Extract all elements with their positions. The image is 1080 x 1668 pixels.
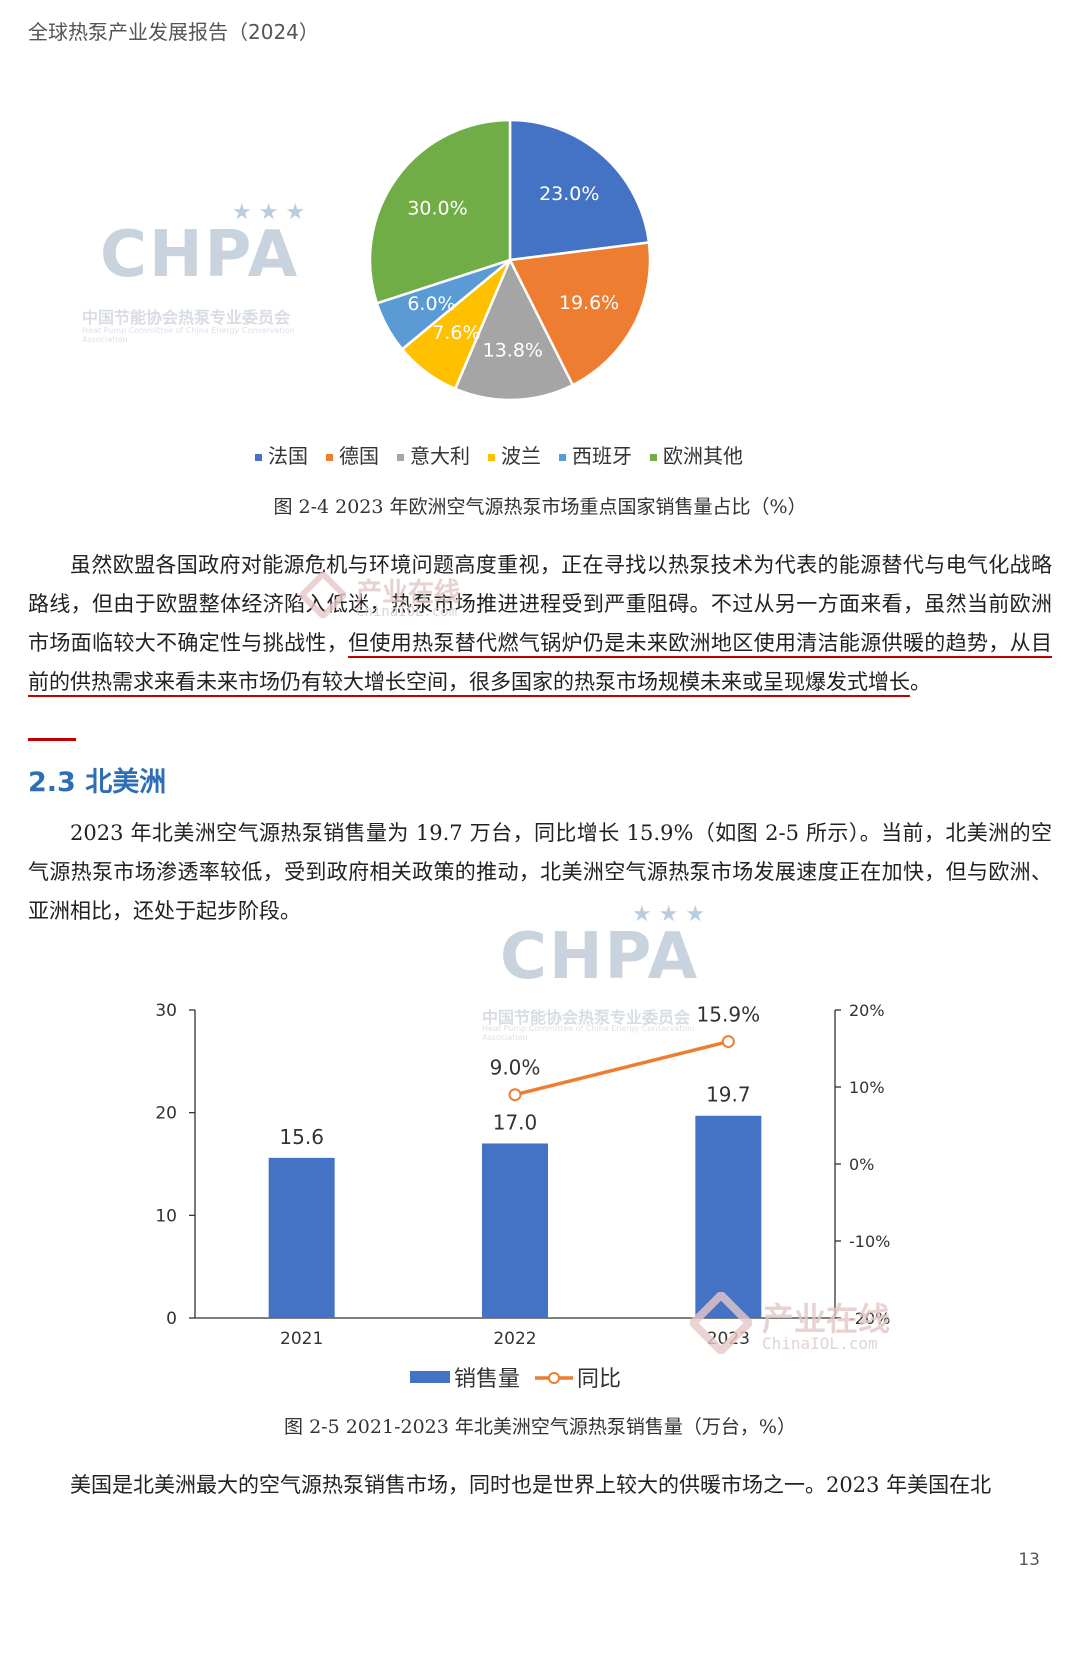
right-axis-tick-label: -10% <box>849 1232 890 1251</box>
legend-label: 意大利 <box>410 444 470 468</box>
chpa-cn-text: 中国节能协会热泵专业委员会 <box>482 1008 691 1027</box>
right-axis-tick-label: 10% <box>849 1078 885 1097</box>
legend-label: 法国 <box>268 444 308 468</box>
yoy-line <box>514 1039 729 1097</box>
legend-swatch <box>559 454 566 461</box>
pie-data-label: 30.0% <box>407 197 467 219</box>
legend-item: 德国 <box>326 444 379 468</box>
pie-slice-1 <box>508 241 652 387</box>
chinaiol-watermark-bottom: 产业在线 ChinaIOL.com <box>690 1292 950 1362</box>
pie-slice-0 <box>508 118 651 262</box>
x-axis-tick-label: 2022 <box>493 1329 536 1349</box>
bar-2021 <box>268 1157 335 1318</box>
chpa-logo-text: CHPA <box>500 920 700 994</box>
paragraph-text: 美国是北美洲最大的空气源热泵销售市场，同时也是世界上较大的供暖市场之一。2023… <box>70 1473 992 1497</box>
legend-swatch <box>397 454 404 461</box>
section-heading: 2.3 北美洲 <box>28 767 167 798</box>
legend-item: 欧洲其他 <box>650 444 743 468</box>
bar-data-label: 17.0 <box>493 1110 538 1134</box>
legend-swatch-bar <box>410 1371 450 1383</box>
pie-slice-2 <box>453 257 575 402</box>
section-accent-bar <box>28 738 76 741</box>
legend-swatch <box>488 454 495 461</box>
pie-slice-5 <box>368 118 512 305</box>
left-axis-tick-label: 10 <box>155 1206 177 1226</box>
paragraph-end: 。 <box>910 670 931 694</box>
paragraph-north-america: 2023 年北美洲空气源热泵销售量为 19.7 万台，同比增长 15.9%（如图… <box>28 814 1052 931</box>
legend-item: 法国 <box>255 444 308 468</box>
running-header: 全球热泵产业发展报告（2024） <box>28 20 319 44</box>
legend-item: 意大利 <box>397 444 470 468</box>
legend-label: 同比 <box>577 1367 621 1392</box>
pie-figure-caption: 图 2-4 2023 年欧洲空气源热泵市场重点国家销售量占比（%） <box>273 496 807 518</box>
bar-data-label: 19.7 <box>706 1083 751 1107</box>
chpa-cn-text: 中国节能协会热泵专业委员会 <box>82 308 291 327</box>
legend-label: 西班牙 <box>572 444 632 468</box>
chpa-watermark-bottom: ★ ★ ★ CHPA 中国节能协会热泵专业委员会 Heat Pump Commi… <box>482 902 742 1042</box>
legend-item: 波兰 <box>488 444 541 468</box>
pie-chart: 23.0% 19.6% 13.8%7.6% 6.0% 30.0% <box>368 118 652 402</box>
legend-swatch <box>326 454 333 461</box>
legend-label: 德国 <box>339 444 379 468</box>
chpa-logo-text: CHPA <box>100 218 300 292</box>
paragraph-usa: 美国是北美洲最大的空气源热泵销售市场，同时也是世界上较大的供暖市场之一。2023… <box>28 1466 1052 1505</box>
left-axis-tick-label: 0 <box>166 1309 177 1329</box>
chpa-watermark-top: ★ ★ ★ CHPA 中国节能协会热泵专业委员会 Heat Pump Commi… <box>82 200 342 344</box>
star-icon: ★ ★ ★ <box>632 902 706 927</box>
x-axis-tick-label: 2021 <box>280 1329 323 1349</box>
legend-item: 西班牙 <box>559 444 632 468</box>
chinaiol-logo-icon <box>300 572 346 618</box>
legend-label: 波兰 <box>501 444 541 468</box>
pie-data-label: 19.6% <box>559 292 619 314</box>
chpa-en-text: Heat Pump Committee of China Energy Cons… <box>482 1024 695 1042</box>
pie-data-label: 6.0% <box>407 293 455 315</box>
star-icon: ★ ★ ★ <box>232 200 306 225</box>
chinaiol-cn-text: 产业在线 <box>762 1300 891 1338</box>
pie-data-label: 7.6% <box>432 322 480 344</box>
pie-data-label: 23.0% <box>539 183 599 205</box>
legend-label: 欧洲其他 <box>663 444 743 468</box>
chinaiol-en-text: ChinaIOL.com <box>356 604 458 620</box>
right-axis-tick-label: -20% <box>849 1309 890 1328</box>
pie-legend: 法国 德国 意大利 波兰 西班牙 欧洲其他 <box>255 440 815 469</box>
page-number: 13 <box>1018 1550 1040 1570</box>
bar-2023 <box>695 1115 762 1318</box>
underlined-text: 但使用热泵替代燃气锅炉仍是未来欧洲地区使用清洁能源供暖的趋势，从目前的供热需求来… <box>28 631 1052 694</box>
left-axis-tick-label: 20 <box>155 1104 177 1124</box>
paragraph-europe-outlook: 虽然欧盟各国政府对能源危机与环境问题高度重视，正在寻找以热泵技术为代表的能源替代… <box>28 546 1052 702</box>
legend-swatch <box>650 454 657 461</box>
bar-data-label: 15.6 <box>279 1125 324 1149</box>
yoy-data-label: 9.0% <box>490 1056 541 1080</box>
left-axis-tick-label: 30 <box>155 1001 177 1021</box>
right-axis-tick-label: 0% <box>849 1155 874 1174</box>
chinaiol-en-text: ChinaIOL.com <box>762 1334 878 1353</box>
yoy-point <box>721 1035 735 1049</box>
legend-label: 销售量 <box>454 1367 520 1392</box>
chinaiol-watermark-mid: 产业在线 ChinaIOL.com <box>300 572 560 632</box>
chinaiol-cn-text: 产业在线 <box>356 578 461 608</box>
chinaiol-logo-icon <box>690 1292 752 1354</box>
right-axis-tick-label: 20% <box>849 1001 885 1020</box>
chpa-en-text: Heat Pump Committee of China Energy Cons… <box>82 326 295 344</box>
paragraph-text: 2023 年北美洲空气源热泵销售量为 19.7 万台，同比增长 15.9%（如图… <box>28 821 1052 923</box>
bar-2022 <box>482 1143 548 1318</box>
yoy-data-label: 15.9% <box>697 1003 761 1027</box>
legend-marker <box>548 1372 560 1384</box>
bar-figure-caption: 图 2-5 2021-2023 年北美洲空气源热泵销售量（万台，%） <box>284 1416 796 1438</box>
pie-data-label: 13.8% <box>483 340 543 362</box>
yoy-point <box>508 1088 522 1102</box>
paragraph-text: 虽然欧盟各国政府对能源危机与环境问题高度重视，正在寻找以热泵技术为代表的能源替代… <box>28 553 1052 655</box>
legend-swatch <box>255 454 262 461</box>
